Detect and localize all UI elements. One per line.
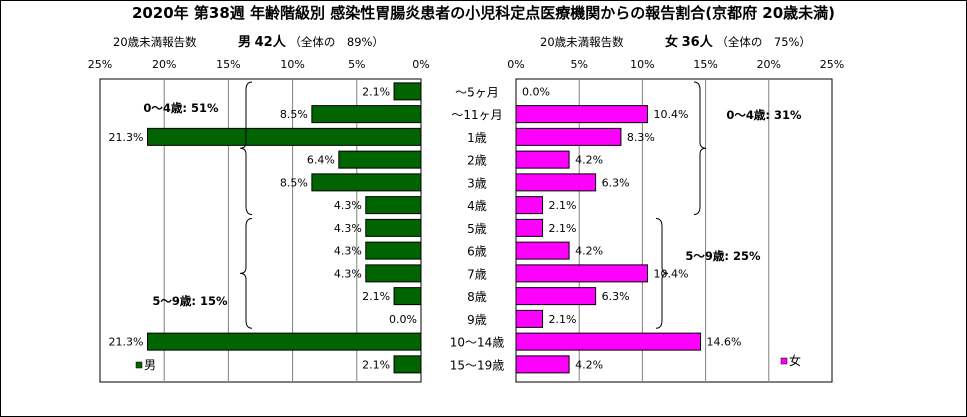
male-bracket-label-0-4: 0～4歳: 51%	[143, 101, 219, 115]
female-tick-label: 5%	[570, 58, 587, 71]
age-category-label: 4歳	[467, 199, 487, 213]
male-bar	[365, 196, 422, 215]
female-bar	[515, 150, 570, 169]
female-value-label: 6.3%	[602, 290, 630, 303]
male-value-label: 2.1%	[362, 85, 390, 98]
female-bar	[515, 127, 622, 146]
female-bar	[515, 218, 544, 237]
female-legend-swatch	[780, 357, 788, 365]
female-legend-label: 女	[789, 353, 801, 368]
age-category-label: 2歳	[467, 154, 487, 168]
male-header: 20歳未満報告数 男 42人 （全体の 89%）	[113, 31, 384, 50]
male-bar	[393, 82, 422, 101]
male-legend-label: 男	[144, 358, 156, 372]
female-value-label: 10.4%	[653, 108, 688, 121]
female-bar	[515, 287, 597, 306]
female-value-label: 4.2%	[575, 358, 603, 371]
male-value-label: 21.3%	[109, 131, 144, 144]
male-bracket-label-5-9: 5～9歳: 15%	[152, 294, 228, 308]
age-category-label: 6歳	[467, 245, 487, 259]
female-bar	[515, 309, 544, 328]
female-bracket-0-4	[693, 81, 707, 215]
female-value-label: 6.3%	[602, 176, 630, 189]
male-bar	[338, 150, 422, 169]
male-header-share: （全体の 89%）	[289, 35, 384, 49]
female-value-label: 4.2%	[575, 154, 603, 167]
female-bar	[515, 355, 570, 374]
male-bar	[365, 264, 422, 283]
female-bar	[515, 105, 648, 124]
male-value-label: 4.3%	[334, 199, 362, 212]
male-header-sex: 男	[237, 35, 251, 50]
male-value-label: 4.3%	[334, 245, 362, 258]
female-value-label: 4.2%	[575, 245, 603, 258]
male-header-label: 20歳未満報告数	[113, 35, 197, 49]
male-tick-label: 20%	[152, 58, 176, 71]
female-value-label: 10.4%	[653, 267, 688, 280]
male-legend-swatch	[135, 361, 143, 369]
male-tick-label: 25%	[88, 58, 112, 71]
female-tick-label: 10%	[630, 58, 654, 71]
male-value-label: 4.3%	[334, 222, 362, 235]
female-bar	[515, 264, 648, 283]
male-bar	[393, 287, 422, 306]
male-value-label: 4.3%	[334, 267, 362, 280]
male-tick-label: 10%	[280, 58, 304, 71]
female-bracket-label-5-9: 5～9歳: 25%	[685, 249, 761, 263]
age-category-label: 3歳	[467, 176, 487, 190]
female-header-count: 36人	[681, 35, 713, 50]
female-value-label: 14.6%	[707, 336, 742, 349]
male-bar	[147, 127, 422, 146]
female-bar	[515, 196, 544, 215]
female-value-label: 8.3%	[627, 131, 655, 144]
male-bar	[311, 173, 422, 192]
age-category-label: 8歳	[467, 290, 487, 304]
male-value-label: 8.5%	[280, 108, 308, 121]
female-header-share: （全体の 75%）	[716, 35, 811, 49]
male-header-count: 42人	[254, 35, 286, 50]
male-value-label: 2.1%	[362, 290, 390, 303]
age-category-label: ～5ヶ月	[455, 85, 499, 99]
male-tick-label: 5%	[348, 58, 365, 71]
female-bar	[515, 241, 570, 260]
male-bar	[393, 355, 422, 374]
age-category-label: ～11ヶ月	[451, 108, 502, 122]
male-bar	[365, 218, 422, 237]
chart-title: 2020年 第38週 年齢階級別 感染性胃腸炎患者の小児科定点医療機関からの報告…	[131, 4, 836, 22]
male-bracket-0-4	[239, 81, 253, 215]
female-tick-label: 0%	[507, 58, 524, 71]
female-value-label: 2.1%	[549, 222, 577, 235]
male-bar	[147, 332, 422, 351]
male-value-label: 6.4%	[307, 154, 335, 167]
male-value-label: 21.3%	[109, 336, 144, 349]
female-bracket-label-0-4: 0～4歳: 31%	[726, 108, 802, 122]
female-bar	[515, 332, 702, 351]
female-tick-label: 15%	[693, 58, 717, 71]
male-value-label: 8.5%	[280, 176, 308, 189]
female-tick-label: 25%	[820, 58, 844, 71]
female-tick-label: 20%	[757, 58, 781, 71]
male-bar	[311, 105, 422, 124]
age-category-label: 5歳	[467, 222, 487, 236]
female-header-sex: 女	[664, 35, 678, 50]
female-value-label: 0.0%	[522, 85, 550, 98]
age-category-label: 9歳	[467, 313, 487, 327]
age-category-label: 7歳	[467, 267, 487, 281]
female-header-label: 20歳未満報告数	[540, 35, 624, 49]
female-header: 20歳未満報告数 女 36人 （全体の 75%）	[540, 31, 811, 50]
female-bar	[515, 173, 597, 192]
male-bracket-5-9	[239, 218, 253, 329]
male-value-label: 2.1%	[362, 358, 390, 371]
age-category-label: 1歳	[467, 131, 487, 145]
female-value-label: 2.1%	[549, 199, 577, 212]
male-value-label: 0.0%	[389, 313, 417, 326]
male-tick-label: 0%	[412, 58, 429, 71]
female-bracket-5-9	[655, 218, 669, 329]
age-category-label: 10～14歳	[450, 336, 505, 350]
male-tick-label: 15%	[216, 58, 240, 71]
male-bar	[365, 241, 422, 260]
age-category-label: 15～19歳	[450, 358, 505, 372]
female-value-label: 2.1%	[549, 313, 577, 326]
